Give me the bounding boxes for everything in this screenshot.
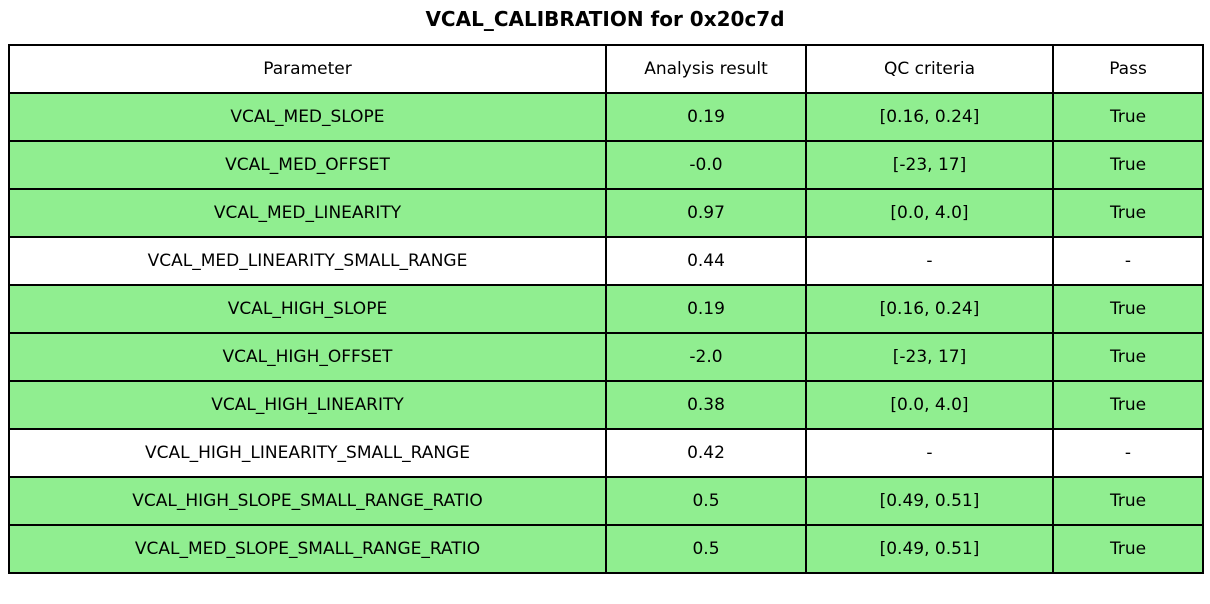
- table-row: VCAL_HIGH_LINEARITY_SMALL_RANGE 0.42 - -: [8, 428, 1204, 478]
- cell-parameter: VCAL_HIGH_SLOPE: [8, 284, 607, 334]
- cell-parameter: VCAL_HIGH_LINEARITY: [8, 380, 607, 430]
- cell-pass: True: [1052, 476, 1204, 526]
- cell-parameter: VCAL_MED_SLOPE_SMALL_RANGE_RATIO: [8, 524, 607, 574]
- column-header-qc-criteria: QC criteria: [805, 44, 1054, 94]
- cell-pass: -: [1052, 428, 1204, 478]
- table-row: VCAL_HIGH_OFFSET -2.0 [-23, 17] True: [8, 332, 1204, 382]
- cell-parameter: VCAL_MED_OFFSET: [8, 140, 607, 190]
- cell-qc-criteria: [0.0, 4.0]: [805, 380, 1054, 430]
- cell-qc-criteria: [-23, 17]: [805, 140, 1054, 190]
- cell-analysis-result: 0.19: [605, 284, 807, 334]
- table-body: VCAL_MED_SLOPE 0.19 [0.16, 0.24] True VC…: [8, 92, 1204, 574]
- cell-qc-criteria: [-23, 17]: [805, 332, 1054, 382]
- cell-qc-criteria: [0.16, 0.24]: [805, 284, 1054, 334]
- column-header-parameter: Parameter: [8, 44, 607, 94]
- cell-analysis-result: 0.38: [605, 380, 807, 430]
- column-header-pass: Pass: [1052, 44, 1204, 94]
- cell-qc-criteria: [0.49, 0.51]: [805, 524, 1054, 574]
- cell-parameter: VCAL_MED_SLOPE: [8, 92, 607, 142]
- cell-qc-criteria: -: [805, 236, 1054, 286]
- table-row: VCAL_HIGH_SLOPE 0.19 [0.16, 0.24] True: [8, 284, 1204, 334]
- cell-pass: True: [1052, 524, 1204, 574]
- cell-analysis-result: 0.5: [605, 524, 807, 574]
- table-row: VCAL_HIGH_SLOPE_SMALL_RANGE_RATIO 0.5 [0…: [8, 476, 1204, 526]
- cell-pass: True: [1052, 332, 1204, 382]
- cell-pass: True: [1052, 284, 1204, 334]
- cell-pass: True: [1052, 140, 1204, 190]
- header-row: Parameter Analysis result QC criteria Pa…: [8, 44, 1204, 94]
- table-row: VCAL_MED_OFFSET -0.0 [-23, 17] True: [8, 140, 1204, 190]
- column-header-analysis-result: Analysis result: [605, 44, 807, 94]
- cell-pass: True: [1052, 92, 1204, 142]
- cell-analysis-result: -0.0: [605, 140, 807, 190]
- cell-analysis-result: -2.0: [605, 332, 807, 382]
- qc-table: Parameter Analysis result QC criteria Pa…: [8, 44, 1204, 574]
- table-row: VCAL_MED_LINEARITY_SMALL_RANGE 0.44 - -: [8, 236, 1204, 286]
- cell-qc-criteria: -: [805, 428, 1054, 478]
- cell-parameter: VCAL_MED_LINEARITY: [8, 188, 607, 238]
- cell-pass: -: [1052, 236, 1204, 286]
- cell-qc-criteria: [0.16, 0.24]: [805, 92, 1054, 142]
- cell-parameter: VCAL_MED_LINEARITY_SMALL_RANGE: [8, 236, 607, 286]
- cell-analysis-result: 0.19: [605, 92, 807, 142]
- cell-analysis-result: 0.5: [605, 476, 807, 526]
- cell-parameter: VCAL_HIGH_OFFSET: [8, 332, 607, 382]
- table-row: VCAL_MED_SLOPE_SMALL_RANGE_RATIO 0.5 [0.…: [8, 524, 1204, 574]
- cell-qc-criteria: [0.49, 0.51]: [805, 476, 1054, 526]
- table-row: VCAL_MED_LINEARITY 0.97 [0.0, 4.0] True: [8, 188, 1204, 238]
- cell-parameter: VCAL_HIGH_LINEARITY_SMALL_RANGE: [8, 428, 607, 478]
- cell-qc-criteria: [0.0, 4.0]: [805, 188, 1054, 238]
- cell-pass: True: [1052, 380, 1204, 430]
- cell-parameter: VCAL_HIGH_SLOPE_SMALL_RANGE_RATIO: [8, 476, 607, 526]
- cell-analysis-result: 0.44: [605, 236, 807, 286]
- cell-pass: True: [1052, 188, 1204, 238]
- page-title: VCAL_CALIBRATION for 0x20c7d: [425, 7, 785, 31]
- table-row: VCAL_MED_SLOPE 0.19 [0.16, 0.24] True: [8, 92, 1204, 142]
- cell-analysis-result: 0.97: [605, 188, 807, 238]
- cell-analysis-result: 0.42: [605, 428, 807, 478]
- table-row: VCAL_HIGH_LINEARITY 0.38 [0.0, 4.0] True: [8, 380, 1204, 430]
